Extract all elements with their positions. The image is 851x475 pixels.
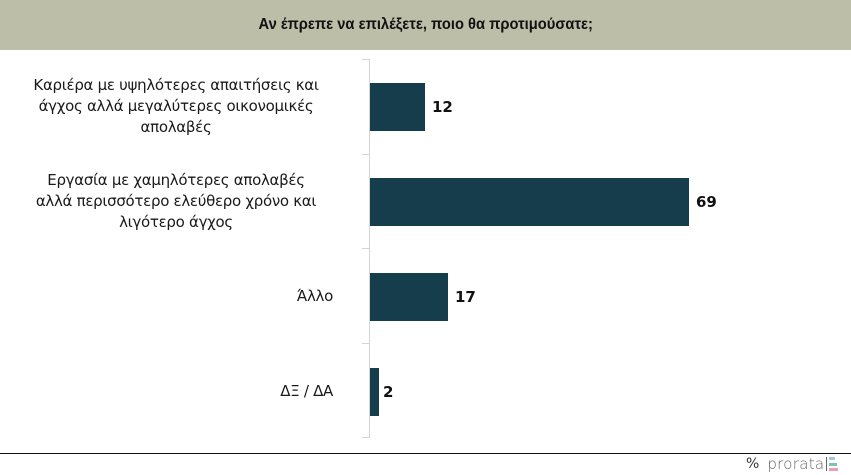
label-line: Καριέρα με υψηλότερες απαιτήσεις και [33, 76, 319, 94]
footer-divider [0, 453, 851, 454]
category-label-4: ΔΞ / ΔΑ [280, 382, 333, 400]
logo-text: prorata [767, 455, 825, 473]
category-label-1: Καριέρα με υψηλότερες απαιτήσεις και άγχ… [6, 75, 346, 138]
bar-1 [370, 83, 425, 131]
percent-icon: % [746, 456, 760, 472]
axis-tick [362, 154, 369, 155]
label-line: απολαβές [140, 118, 212, 136]
prorata-logo: % prorata [746, 454, 839, 474]
chart-title-bar: Αν έπρεπε να επιλέξετε, ποιο θα προτιμού… [0, 0, 851, 50]
label-line: αλλά περισσότερο ελεύθερο χρόνο και [35, 192, 317, 210]
data-label-1: 12 [432, 98, 453, 116]
data-label-3: 17 [455, 288, 476, 306]
bar-3 [370, 273, 448, 321]
category-axis [369, 59, 370, 438]
axis-tick [362, 248, 369, 249]
label-line: λιγότερο άγχος [119, 213, 233, 231]
axis-tick [362, 437, 369, 438]
axis-tick [362, 59, 369, 60]
chart-title: Αν έπρεπε να επιλέξετε, ποιο θα προτιμού… [258, 16, 593, 33]
bar-2 [370, 178, 689, 226]
axis-tick [362, 343, 369, 344]
label-line: άγχος αλλά μεγαλύτερες οικονομικές [38, 97, 314, 115]
label-line: Εργασία με χαμηλότερες απολαβές [47, 171, 305, 189]
category-label-2: Εργασία με χαμηλότερες απολαβές αλλά περ… [6, 170, 346, 233]
category-label-3: Άλλο [296, 287, 333, 305]
bars-logo-icon [826, 457, 839, 471]
bar-4 [370, 368, 379, 416]
data-label-4: 2 [383, 383, 394, 401]
data-label-2: 69 [696, 193, 717, 211]
